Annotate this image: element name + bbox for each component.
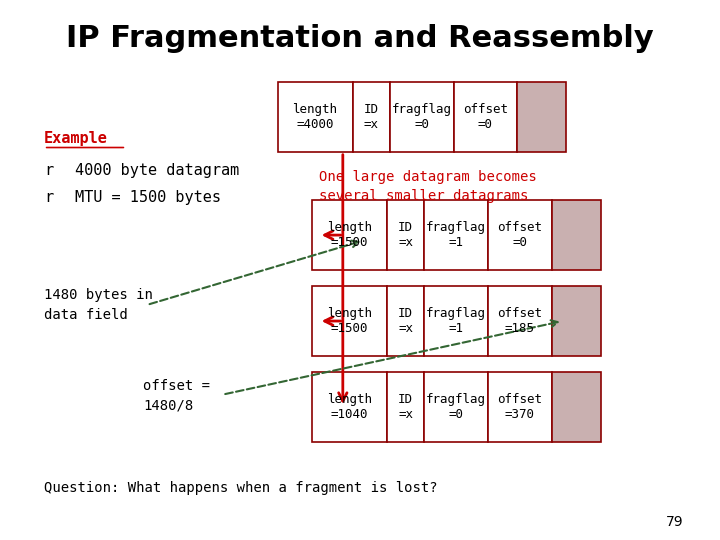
Bar — [425, 200, 488, 270]
Text: ID
=x: ID =x — [398, 307, 413, 335]
Text: 1480 bytes in
data field: 1480 bytes in data field — [44, 288, 153, 322]
Text: IP Fragmentation and Reassembly: IP Fragmentation and Reassembly — [66, 24, 654, 53]
Text: MTU = 1500 bytes: MTU = 1500 bytes — [75, 190, 221, 205]
Bar — [425, 286, 488, 356]
Bar — [312, 372, 387, 442]
Bar — [552, 372, 600, 442]
Text: 4000 byte datagram: 4000 byte datagram — [75, 163, 239, 178]
Text: length
=1500: length =1500 — [327, 307, 372, 335]
Bar — [425, 372, 488, 442]
Text: Question: What happens when a fragment is lost?: Question: What happens when a fragment i… — [44, 481, 437, 495]
Text: 79: 79 — [665, 516, 683, 530]
Text: fragflag
=0: fragflag =0 — [426, 393, 486, 421]
Text: length
=1500: length =1500 — [327, 221, 372, 249]
Bar — [488, 372, 552, 442]
Text: offset
=370: offset =370 — [498, 393, 542, 421]
Bar — [387, 286, 425, 356]
Text: length
=4000: length =4000 — [292, 103, 338, 131]
Bar — [353, 82, 390, 152]
Bar — [552, 200, 600, 270]
Text: fragflag
=0: fragflag =0 — [392, 103, 452, 131]
Bar — [387, 200, 425, 270]
Bar — [517, 82, 566, 152]
Bar — [312, 286, 387, 356]
Text: r: r — [44, 163, 53, 178]
Bar — [387, 372, 425, 442]
Bar — [312, 200, 387, 270]
Text: ID
=x: ID =x — [364, 103, 379, 131]
Text: offset
=0: offset =0 — [498, 221, 542, 249]
Text: r: r — [44, 190, 53, 205]
Text: One large datagram becomes
several smaller datagrams: One large datagram becomes several small… — [319, 170, 536, 204]
Bar — [390, 82, 454, 152]
Text: offset
=0: offset =0 — [463, 103, 508, 131]
Bar — [552, 286, 600, 356]
Text: Example: Example — [44, 131, 107, 146]
Text: fragflag
=1: fragflag =1 — [426, 221, 486, 249]
Text: offset
=185: offset =185 — [498, 307, 542, 335]
Text: offset =
1480/8: offset = 1480/8 — [143, 380, 210, 413]
Bar — [277, 82, 353, 152]
Text: ID
=x: ID =x — [398, 393, 413, 421]
Bar — [488, 286, 552, 356]
Text: fragflag
=1: fragflag =1 — [426, 307, 486, 335]
Text: length
=1040: length =1040 — [327, 393, 372, 421]
Bar — [454, 82, 517, 152]
Bar — [488, 200, 552, 270]
Text: ID
=x: ID =x — [398, 221, 413, 249]
